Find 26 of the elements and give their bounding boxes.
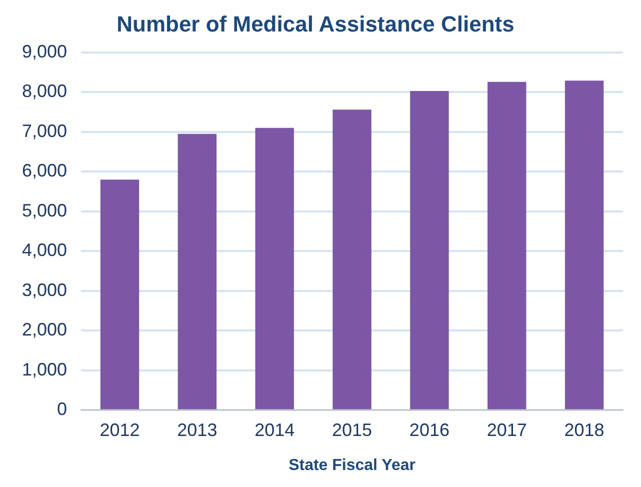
chart-title: Number of Medical Assistance Clients [116,11,514,36]
bar [564,80,604,410]
y-tick-label: 8,000 [22,81,68,102]
bar [255,128,294,410]
x-tick-label: 2017 [486,420,527,440]
bar [332,110,372,410]
x-tick-label: 2012 [100,420,140,440]
y-tick-label: 3,000 [22,280,68,300]
y-tick-label: 7,000 [22,120,68,141]
bar [178,134,217,410]
y-tick-label: 4,000 [22,240,68,260]
x-tick-label: 2014 [254,420,295,440]
y-tick-label: 1,000 [22,359,68,380]
y-tick-label: 6,000 [22,160,68,181]
y-tick-label: 2,000 [22,320,68,340]
bar [100,180,140,410]
x-tick-label: 2013 [177,420,218,440]
y-tick-label: 9,000 [22,41,68,62]
x-axis-title: State Fiscal Year [288,456,416,474]
bar [488,82,526,410]
x-tick-label: 2016 [409,420,450,440]
y-tick-label: 0 [57,399,68,420]
y-tick-label: 5,000 [22,200,68,220]
x-tick-label: 2015 [332,420,372,440]
x-tick-label: 2018 [564,420,604,440]
bar [410,90,449,410]
